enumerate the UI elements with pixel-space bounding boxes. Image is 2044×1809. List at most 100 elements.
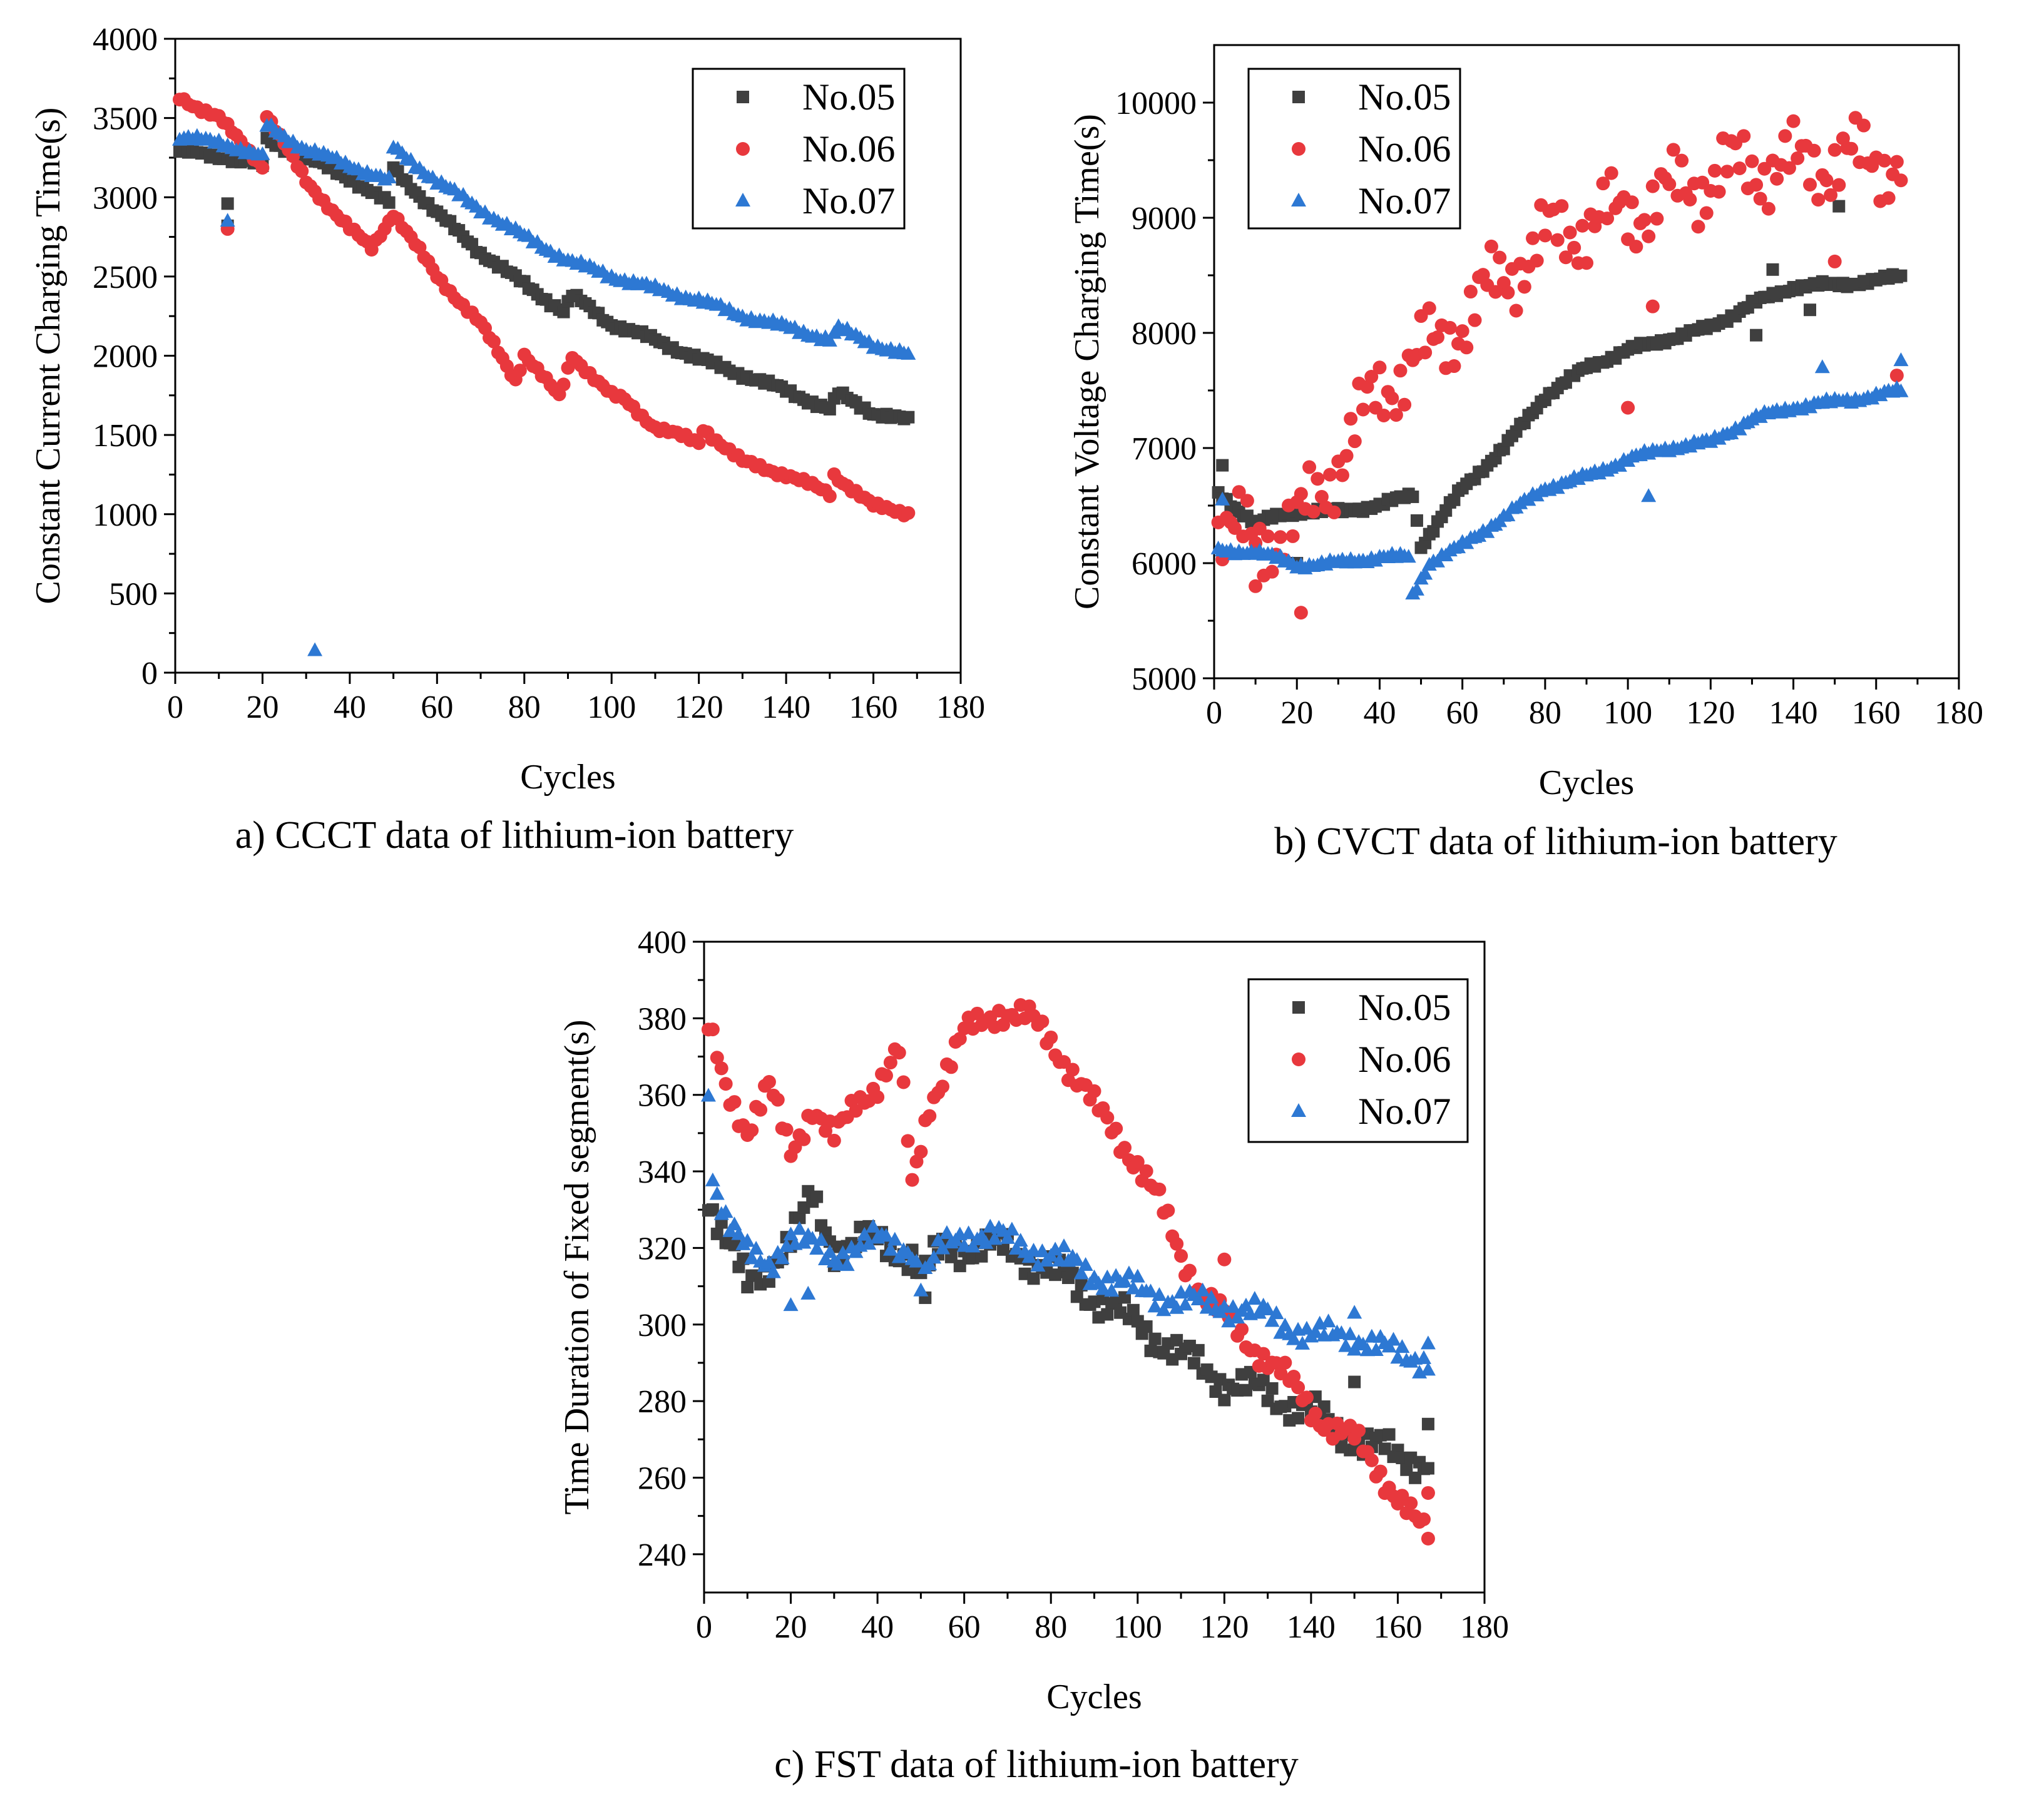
data-point xyxy=(754,1103,768,1117)
data-point xyxy=(1463,285,1478,299)
x-tick-label: 20 xyxy=(1280,695,1313,731)
data-point xyxy=(774,1250,790,1265)
data-point xyxy=(1410,514,1423,527)
data-point xyxy=(1287,1370,1301,1384)
data-point xyxy=(822,1244,837,1258)
data-point xyxy=(1307,1324,1323,1338)
data-point xyxy=(1770,171,1784,186)
data-point xyxy=(1675,153,1689,168)
data-point xyxy=(1856,118,1871,133)
data-point xyxy=(762,1074,776,1089)
data-point xyxy=(879,1068,893,1083)
legend-label: No.05 xyxy=(802,76,895,118)
data-point xyxy=(381,169,397,183)
data-point xyxy=(1377,409,1391,423)
data-point xyxy=(705,1022,720,1037)
data-point xyxy=(1645,299,1660,313)
legend-label: No.06 xyxy=(802,128,895,170)
data-point xyxy=(1302,460,1317,474)
x-tick-label: 100 xyxy=(1603,695,1652,731)
data-point xyxy=(1308,1406,1322,1420)
data-point xyxy=(866,1218,881,1233)
data-point xyxy=(1894,269,1908,282)
y-tick-label: 5000 xyxy=(1132,661,1197,697)
data-point xyxy=(1421,1462,1434,1475)
data-point xyxy=(1530,253,1544,268)
data-point xyxy=(1563,225,1577,240)
data-point xyxy=(810,1190,824,1203)
data-point xyxy=(718,1204,733,1218)
y-tick-label: 300 xyxy=(638,1308,687,1343)
legend: No.05 No.06 No.07 xyxy=(692,68,906,230)
legend-box xyxy=(692,68,906,230)
data-point xyxy=(1109,1121,1123,1136)
data-point xyxy=(1488,285,1503,299)
legend-label: No.07 xyxy=(1358,1091,1451,1132)
data-point xyxy=(1264,1313,1280,1327)
data-point xyxy=(1625,195,1639,210)
data-point xyxy=(1372,360,1387,375)
data-point xyxy=(1550,233,1565,247)
data-point xyxy=(1819,173,1834,188)
data-point xyxy=(1404,1496,1418,1511)
data-point xyxy=(965,1238,981,1253)
y-tick-label: 320 xyxy=(638,1231,687,1266)
x-tick-label: 120 xyxy=(1200,1609,1249,1645)
x-tick-label: 0 xyxy=(696,1609,712,1645)
data-point xyxy=(1130,1268,1145,1283)
data-point xyxy=(887,1231,902,1246)
data-point xyxy=(1087,1084,1101,1098)
data-point xyxy=(809,1241,825,1255)
data-point xyxy=(1240,494,1254,508)
x-tick-label: 100 xyxy=(587,690,636,725)
data-point xyxy=(1118,1291,1131,1304)
data-point xyxy=(1699,206,1714,220)
data-point xyxy=(1580,256,1593,270)
data-point xyxy=(709,1186,725,1200)
y-axis-label: Time Duration of Fixed segment(s) xyxy=(558,1019,596,1514)
data-point xyxy=(1393,364,1408,378)
data-point xyxy=(978,1235,994,1249)
data-point xyxy=(1447,359,1461,374)
data-point xyxy=(1732,161,1747,175)
data-point xyxy=(1292,1412,1305,1425)
data-point xyxy=(1095,1281,1111,1295)
data-point xyxy=(1390,1350,1406,1364)
data-point xyxy=(1398,397,1412,412)
data-point xyxy=(1662,177,1677,191)
y-tick-label: 3500 xyxy=(93,101,158,137)
data-point xyxy=(909,1253,924,1268)
x-tick-label: 20 xyxy=(775,1609,807,1645)
data-point xyxy=(1455,324,1469,339)
data-point xyxy=(557,305,570,318)
data-point xyxy=(700,1088,716,1102)
x-tick-label: 160 xyxy=(1373,1609,1422,1645)
data-point xyxy=(1621,400,1635,415)
data-point xyxy=(1893,383,1909,397)
data-point xyxy=(1385,391,1399,405)
data-point xyxy=(1117,1273,1132,1288)
legend-label: No.06 xyxy=(1358,1039,1451,1080)
legend-marker xyxy=(735,193,750,206)
data-point xyxy=(1509,303,1523,318)
data-point xyxy=(827,1133,841,1148)
data-point xyxy=(1035,1243,1050,1258)
y-tick-label: 1500 xyxy=(93,418,158,454)
data-point xyxy=(891,1249,907,1263)
data-point xyxy=(1235,1322,1249,1337)
data-point xyxy=(1844,141,1859,156)
data-point xyxy=(1311,472,1325,486)
data-point xyxy=(987,1231,1003,1245)
y-tick-label: 2500 xyxy=(93,260,158,295)
y-tick-label: 7000 xyxy=(1132,431,1197,467)
y-tick-label: 2000 xyxy=(93,339,158,375)
data-point xyxy=(1035,1014,1050,1029)
data-point xyxy=(1260,529,1275,544)
data-point xyxy=(1148,1332,1162,1345)
data-point xyxy=(1217,1252,1232,1266)
data-point xyxy=(1824,188,1838,202)
data-point xyxy=(861,1236,877,1250)
data-point xyxy=(1804,303,1816,317)
data-point xyxy=(1348,1375,1361,1389)
data-point xyxy=(1416,1350,1432,1364)
